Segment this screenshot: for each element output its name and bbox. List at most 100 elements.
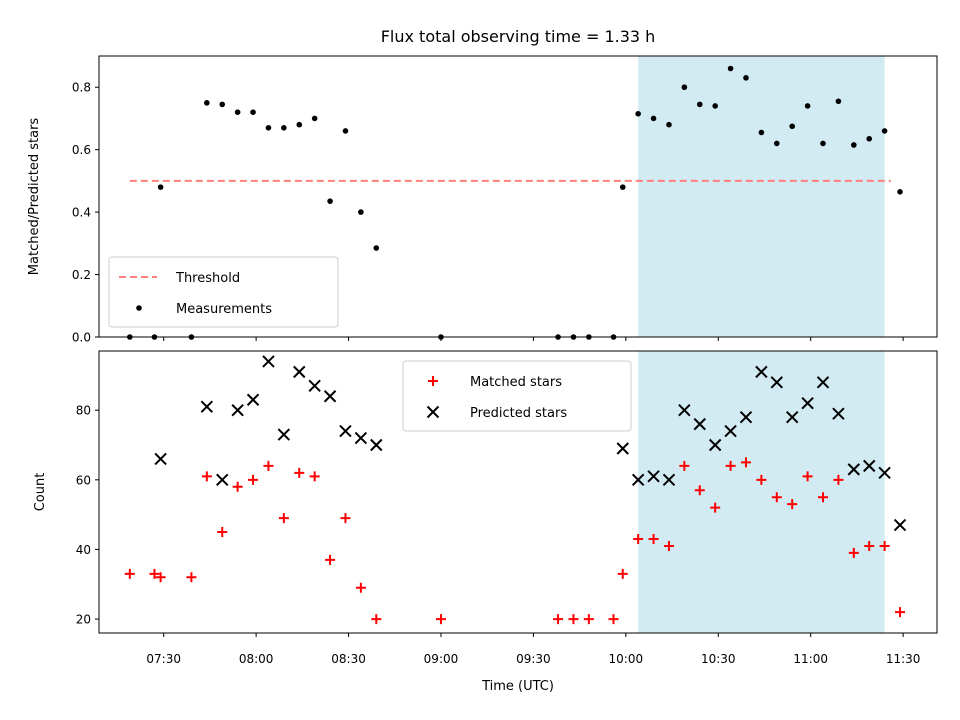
y-axis-label: Matched/Predicted stars [27, 118, 42, 276]
y-tick-label: 0.4 [72, 206, 91, 220]
measurements-point [804, 103, 811, 109]
y-tick-label: 0.6 [72, 143, 91, 157]
predicted-stars-point [293, 365, 306, 379]
y-tick-label: 20 [76, 613, 91, 627]
matched-stars-point [232, 481, 243, 492]
measurements-point [820, 140, 826, 147]
predicted-stars-point [262, 355, 275, 368]
legend-swatch-measurements [136, 305, 142, 311]
matched-stars-point [355, 582, 366, 593]
matched-stars-point [787, 499, 798, 510]
matched-stars-point [771, 492, 782, 503]
matched-stars-point [756, 474, 767, 485]
highlight-span [638, 351, 885, 633]
legend-label-threshold: Threshold [175, 271, 240, 286]
top-panel-matched-ratio: 0.0 0.2 0.4 0.6 0.8 Matched/Predicted stars Th… [27, 55, 938, 345]
measurements-point [296, 121, 303, 128]
measurements-point [851, 142, 857, 148]
matched-stars-point [371, 614, 382, 625]
legend-box [402, 360, 632, 432]
measurements-point [219, 101, 226, 108]
measurements-point [265, 125, 272, 131]
predicted-stars-point [678, 403, 691, 417]
predicted-stars-point [339, 424, 352, 438]
matched-stars-point [309, 471, 320, 482]
x-tick-label: 11:00 [793, 652, 828, 666]
matched-stars-point [864, 540, 875, 551]
predicted-stars-point [616, 442, 629, 455]
measurements-point [650, 115, 657, 122]
matched-stars-point [848, 547, 859, 558]
x-tick-label: 10:30 [701, 652, 736, 666]
plot-frame [98, 350, 938, 634]
measurements-point [311, 115, 318, 122]
measurements-point [666, 121, 672, 128]
predicted-stars-point [801, 397, 814, 410]
y-tick-label: 0.8 [72, 81, 91, 95]
predicted-stars-point [832, 407, 845, 420]
measurements-point [358, 209, 364, 215]
x-tick-label: 07:30 [146, 652, 181, 666]
predicted-stars-point [724, 424, 737, 438]
measurements-point [712, 103, 718, 109]
predicted-stars-point [216, 473, 229, 487]
matched-stars-point [278, 513, 289, 524]
matched-stars-point [818, 492, 829, 503]
matched-stars-point [633, 534, 644, 544]
measurements-point [619, 184, 626, 190]
measurements-point [835, 98, 842, 105]
matched-stars-point [802, 471, 813, 482]
x-tick-label: 08:00 [239, 652, 274, 666]
measurements-point [727, 65, 734, 72]
matched-stars-point [710, 502, 721, 513]
measurements-point [635, 110, 641, 117]
x-axis-label: Time (UTC) [481, 679, 554, 694]
measurements-point [157, 184, 164, 190]
x-tick-label: 11:30 [886, 652, 921, 666]
predicted-stars-point [647, 470, 660, 483]
plot-frame [98, 55, 938, 338]
matched-stars-point [740, 457, 751, 468]
predicted-stars-point [816, 376, 830, 389]
matched-stars-point [248, 474, 259, 485]
measurements-point [696, 101, 703, 108]
y-tick-label: 60 [76, 473, 91, 487]
x-tick-label: 10:00 [609, 652, 644, 666]
matched-stars-point [155, 572, 166, 583]
legend-label-measurements: Measurements [176, 302, 272, 317]
predicted-stars-point [354, 431, 368, 445]
matched-stars-point [553, 614, 564, 625]
matched-stars-point [879, 540, 890, 551]
matched-stars-point [149, 568, 160, 579]
matched-stars-point [725, 460, 736, 471]
matched-stars-point [648, 534, 659, 544]
matched-stars-point [325, 554, 336, 565]
y-tick-label: 0.0 [72, 331, 91, 345]
x-tick-label: 09:00 [424, 652, 459, 666]
predicted-stars-point [863, 459, 876, 473]
predicted-stars-point [770, 376, 784, 389]
matched-stars-point [124, 568, 135, 579]
y-tick-label: 40 [76, 543, 91, 557]
x-tick-label: 09:30 [516, 652, 551, 666]
predicted-stars-point [893, 518, 907, 532]
measurements-point [373, 245, 380, 251]
predicted-stars-point [739, 410, 753, 424]
measurements-point [773, 140, 780, 147]
measurements-point [866, 135, 873, 142]
matched-stars-point [186, 572, 197, 583]
matched-stars-point [435, 614, 446, 625]
measurements-point [281, 125, 287, 131]
bottom-panel-counts: 20 40 60 80 07:30 08:00 08:30 09:00 09:30 10:00 10… [33, 350, 938, 666]
matched-stars-point [340, 513, 351, 524]
predicted-stars-point [277, 428, 291, 441]
predicted-stars-point [231, 403, 244, 417]
measurements-point [758, 129, 765, 136]
matched-stars-point [263, 460, 274, 471]
legend-swatch-matched-stars [428, 376, 438, 386]
predicted-stars-point [708, 438, 722, 452]
matched-stars-point [608, 614, 619, 625]
measurements-point [204, 100, 210, 106]
measurements-point [881, 128, 888, 134]
